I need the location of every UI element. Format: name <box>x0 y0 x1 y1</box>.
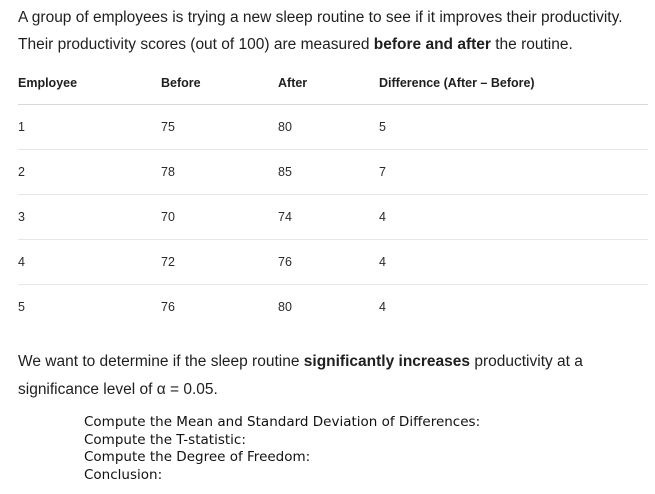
cell-difference: 5 <box>379 104 648 150</box>
header-employee: Employee <box>18 62 161 105</box>
cell-employee: 3 <box>18 194 161 240</box>
cell-before: 70 <box>161 194 278 240</box>
header-after: After <box>278 62 379 105</box>
task-item-mean-sd: Compute the Mean and Standard Deviation … <box>84 414 481 430</box>
intro-line-2-pre: Their productivity scores (out of 100) a… <box>18 36 374 53</box>
intro-line-2-bold: before and after <box>373 36 491 53</box>
cell-employee: 4 <box>18 239 161 285</box>
task-list: Compute the Mean and Standard Deviation … <box>84 414 480 484</box>
cell-employee: 5 <box>18 300 25 314</box>
scores-table: Employee Before After Difference (After … <box>18 62 648 329</box>
cell-difference: 7 <box>379 149 648 195</box>
question-post: productivity at a significance level of … <box>18 353 583 398</box>
intro-line-2-post: the routine. <box>490 36 573 53</box>
table-row: 3 70 74 4 <box>18 194 648 240</box>
table-row: 5 76 80 4 <box>18 285 648 330</box>
cell-difference: 4 <box>379 239 648 285</box>
task-item-t-statistic: Compute the T-statistic: <box>84 431 246 448</box>
cell-before: 72 <box>161 239 278 285</box>
intro-line-1: A group of employees is trying a new sle… <box>18 9 623 26</box>
question-bold: significantly increases <box>303 353 471 370</box>
cell-difference: 4 <box>379 300 386 314</box>
table-row: 4 72 76 4 <box>18 239 648 285</box>
question-paragraph: We want to determine if the sleep routin… <box>18 348 648 404</box>
cell-difference: 4 <box>379 194 648 240</box>
cell-before: 76 <box>161 300 175 314</box>
table-row: 1 75 80 5 <box>18 104 648 150</box>
header-before: Before <box>161 62 278 105</box>
header-difference: Difference (After – Before) <box>379 62 648 105</box>
cell-after: 80 <box>278 300 292 314</box>
cell-after: 76 <box>278 239 379 285</box>
intro-paragraph: A group of employees is trying a new sle… <box>18 4 648 58</box>
cell-after: 80 <box>278 104 379 150</box>
table-row: 2 78 85 7 <box>18 149 648 195</box>
cell-before: 75 <box>161 104 278 150</box>
cell-after: 85 <box>278 149 379 195</box>
task-item-conclusion: Conclusion: <box>84 466 163 483</box>
task-item-degree-of-freedom: Compute the Degree of Freedom: <box>84 449 311 465</box>
table-header-row: Employee Before After Difference (After … <box>18 62 648 105</box>
cell-after: 74 <box>278 194 379 240</box>
cell-employee: 2 <box>18 149 161 195</box>
cell-before: 78 <box>161 149 278 195</box>
question-pre: We want to determine if the sleep routin… <box>18 353 304 370</box>
cell-employee: 1 <box>18 104 161 150</box>
